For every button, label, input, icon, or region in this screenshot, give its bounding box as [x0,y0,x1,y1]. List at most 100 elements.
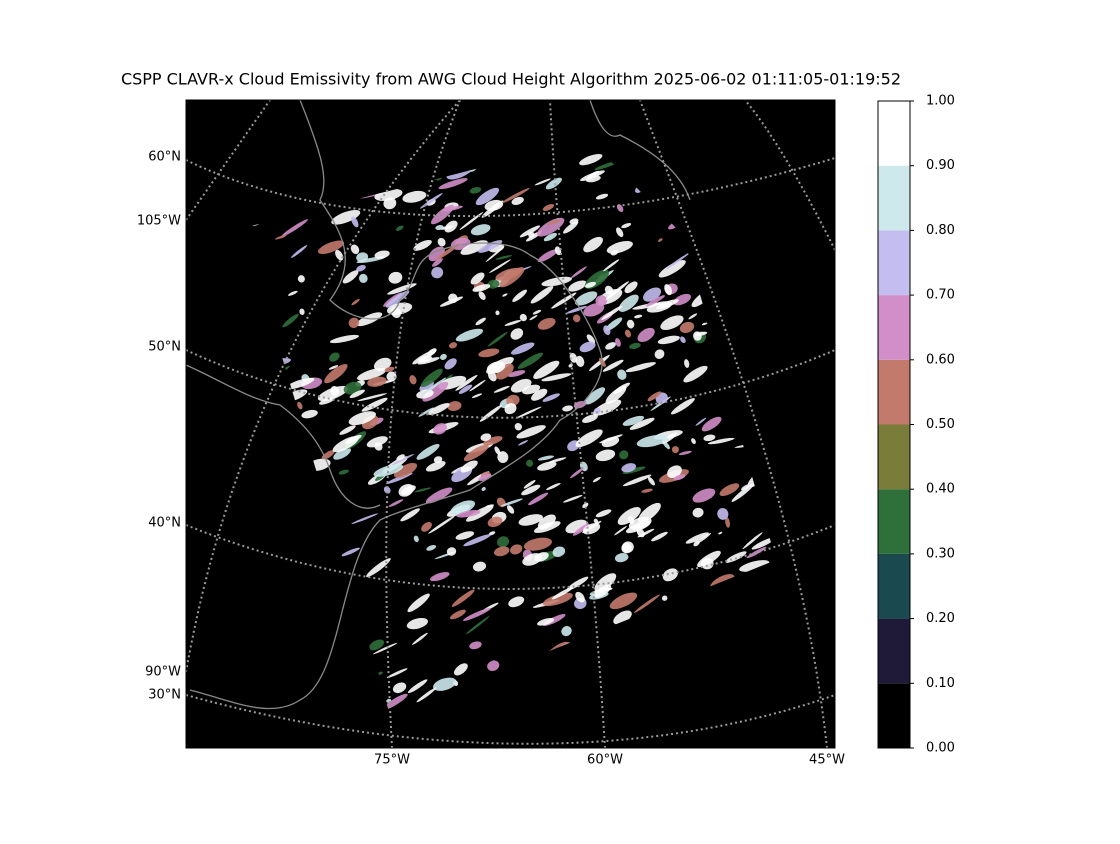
cloud [575,429,603,448]
cloud [469,187,482,194]
cloud [351,298,360,306]
cloud [742,532,763,550]
cloud [624,329,632,338]
cloud [667,465,682,479]
cloud [683,365,708,383]
cloud [624,281,638,294]
colorbar-tick-label: 0.30 [926,546,955,561]
cloud [384,366,395,373]
meridian [385,100,461,748]
colorbar-tick-label: 0.80 [926,223,955,238]
cloud [515,406,542,419]
cloud [552,546,566,558]
cloud [425,460,446,472]
cloud [339,425,356,435]
map-frame [185,99,836,749]
cloud [504,403,517,415]
cloud [633,594,660,613]
cloud [695,417,707,426]
cloud [356,265,366,272]
colorbar-tick-label: 0.60 [926,352,955,367]
lat-label: 50°N [148,340,181,355]
cloud [537,455,554,461]
cloud [390,453,415,466]
cloud [446,547,457,556]
cloud [494,446,501,455]
cloud [431,266,444,279]
cloud [719,483,740,497]
cloud [348,317,360,329]
cloud [288,290,298,296]
cloud [433,677,457,691]
cloud [471,393,483,398]
cloud [317,385,348,402]
cloud [432,258,443,267]
cloud [562,405,573,412]
cloud [487,516,503,528]
cloud [531,388,548,401]
colorbar-segment [878,359,910,425]
cloud [679,321,695,334]
cloud [629,417,655,430]
cloud [532,309,542,315]
cloud [463,534,491,547]
parallel [186,349,835,419]
cloud [402,190,427,203]
cloud [582,523,601,535]
cloud [478,291,486,300]
cloud [622,415,645,426]
cloud [671,446,679,454]
meridian [549,100,606,748]
cloud [585,175,601,183]
cloud [575,355,585,367]
colorbar-segment [878,683,910,748]
cloud [594,573,617,592]
cloud [547,219,561,226]
cloud [512,289,527,302]
cloud [437,237,446,247]
cloud [413,239,432,251]
cloud [475,317,486,326]
cloud [542,204,555,212]
cloud [646,301,673,313]
cloud [521,484,541,496]
cloud [617,507,641,526]
cloud [579,341,596,353]
lat-label: 60°N [148,150,181,165]
lon-label: 105°W [137,214,181,229]
colorbar-tick-label: 0.20 [926,611,955,626]
cloud [616,227,624,238]
map-lines [186,100,835,748]
cloud [333,447,351,460]
colorbar: 0.00 0.10 0.20 0.30 0.40 0.50 0.60 0.70 0.80 0.90… [877,94,955,756]
cloud [412,349,437,365]
cloud [701,557,714,570]
cloud [453,663,468,676]
colorbar-tick-label: 0.00 [926,741,955,756]
colorbar-tick-label: 0.10 [926,676,955,691]
cloud [409,375,417,385]
cloud [516,425,546,439]
cloud [494,546,510,557]
cloud [438,178,468,190]
cloud [385,290,410,308]
cloud [350,244,360,255]
cloud [275,235,287,240]
cloud [725,517,731,528]
cloud [472,284,491,292]
cloud [388,271,403,284]
cloud [435,224,444,231]
lat-label: 40°N [148,516,181,531]
cloud [439,225,454,230]
lon-label: 90°W [145,665,181,680]
cloud [291,245,308,258]
cloud [625,520,651,534]
cloud [351,216,359,228]
colorbar-tick-label: 0.50 [926,417,955,432]
cloud [595,449,616,462]
cloud [585,387,606,405]
cloud [582,414,598,423]
cloud [661,595,668,601]
cloud [451,589,475,607]
cloud [537,317,556,330]
